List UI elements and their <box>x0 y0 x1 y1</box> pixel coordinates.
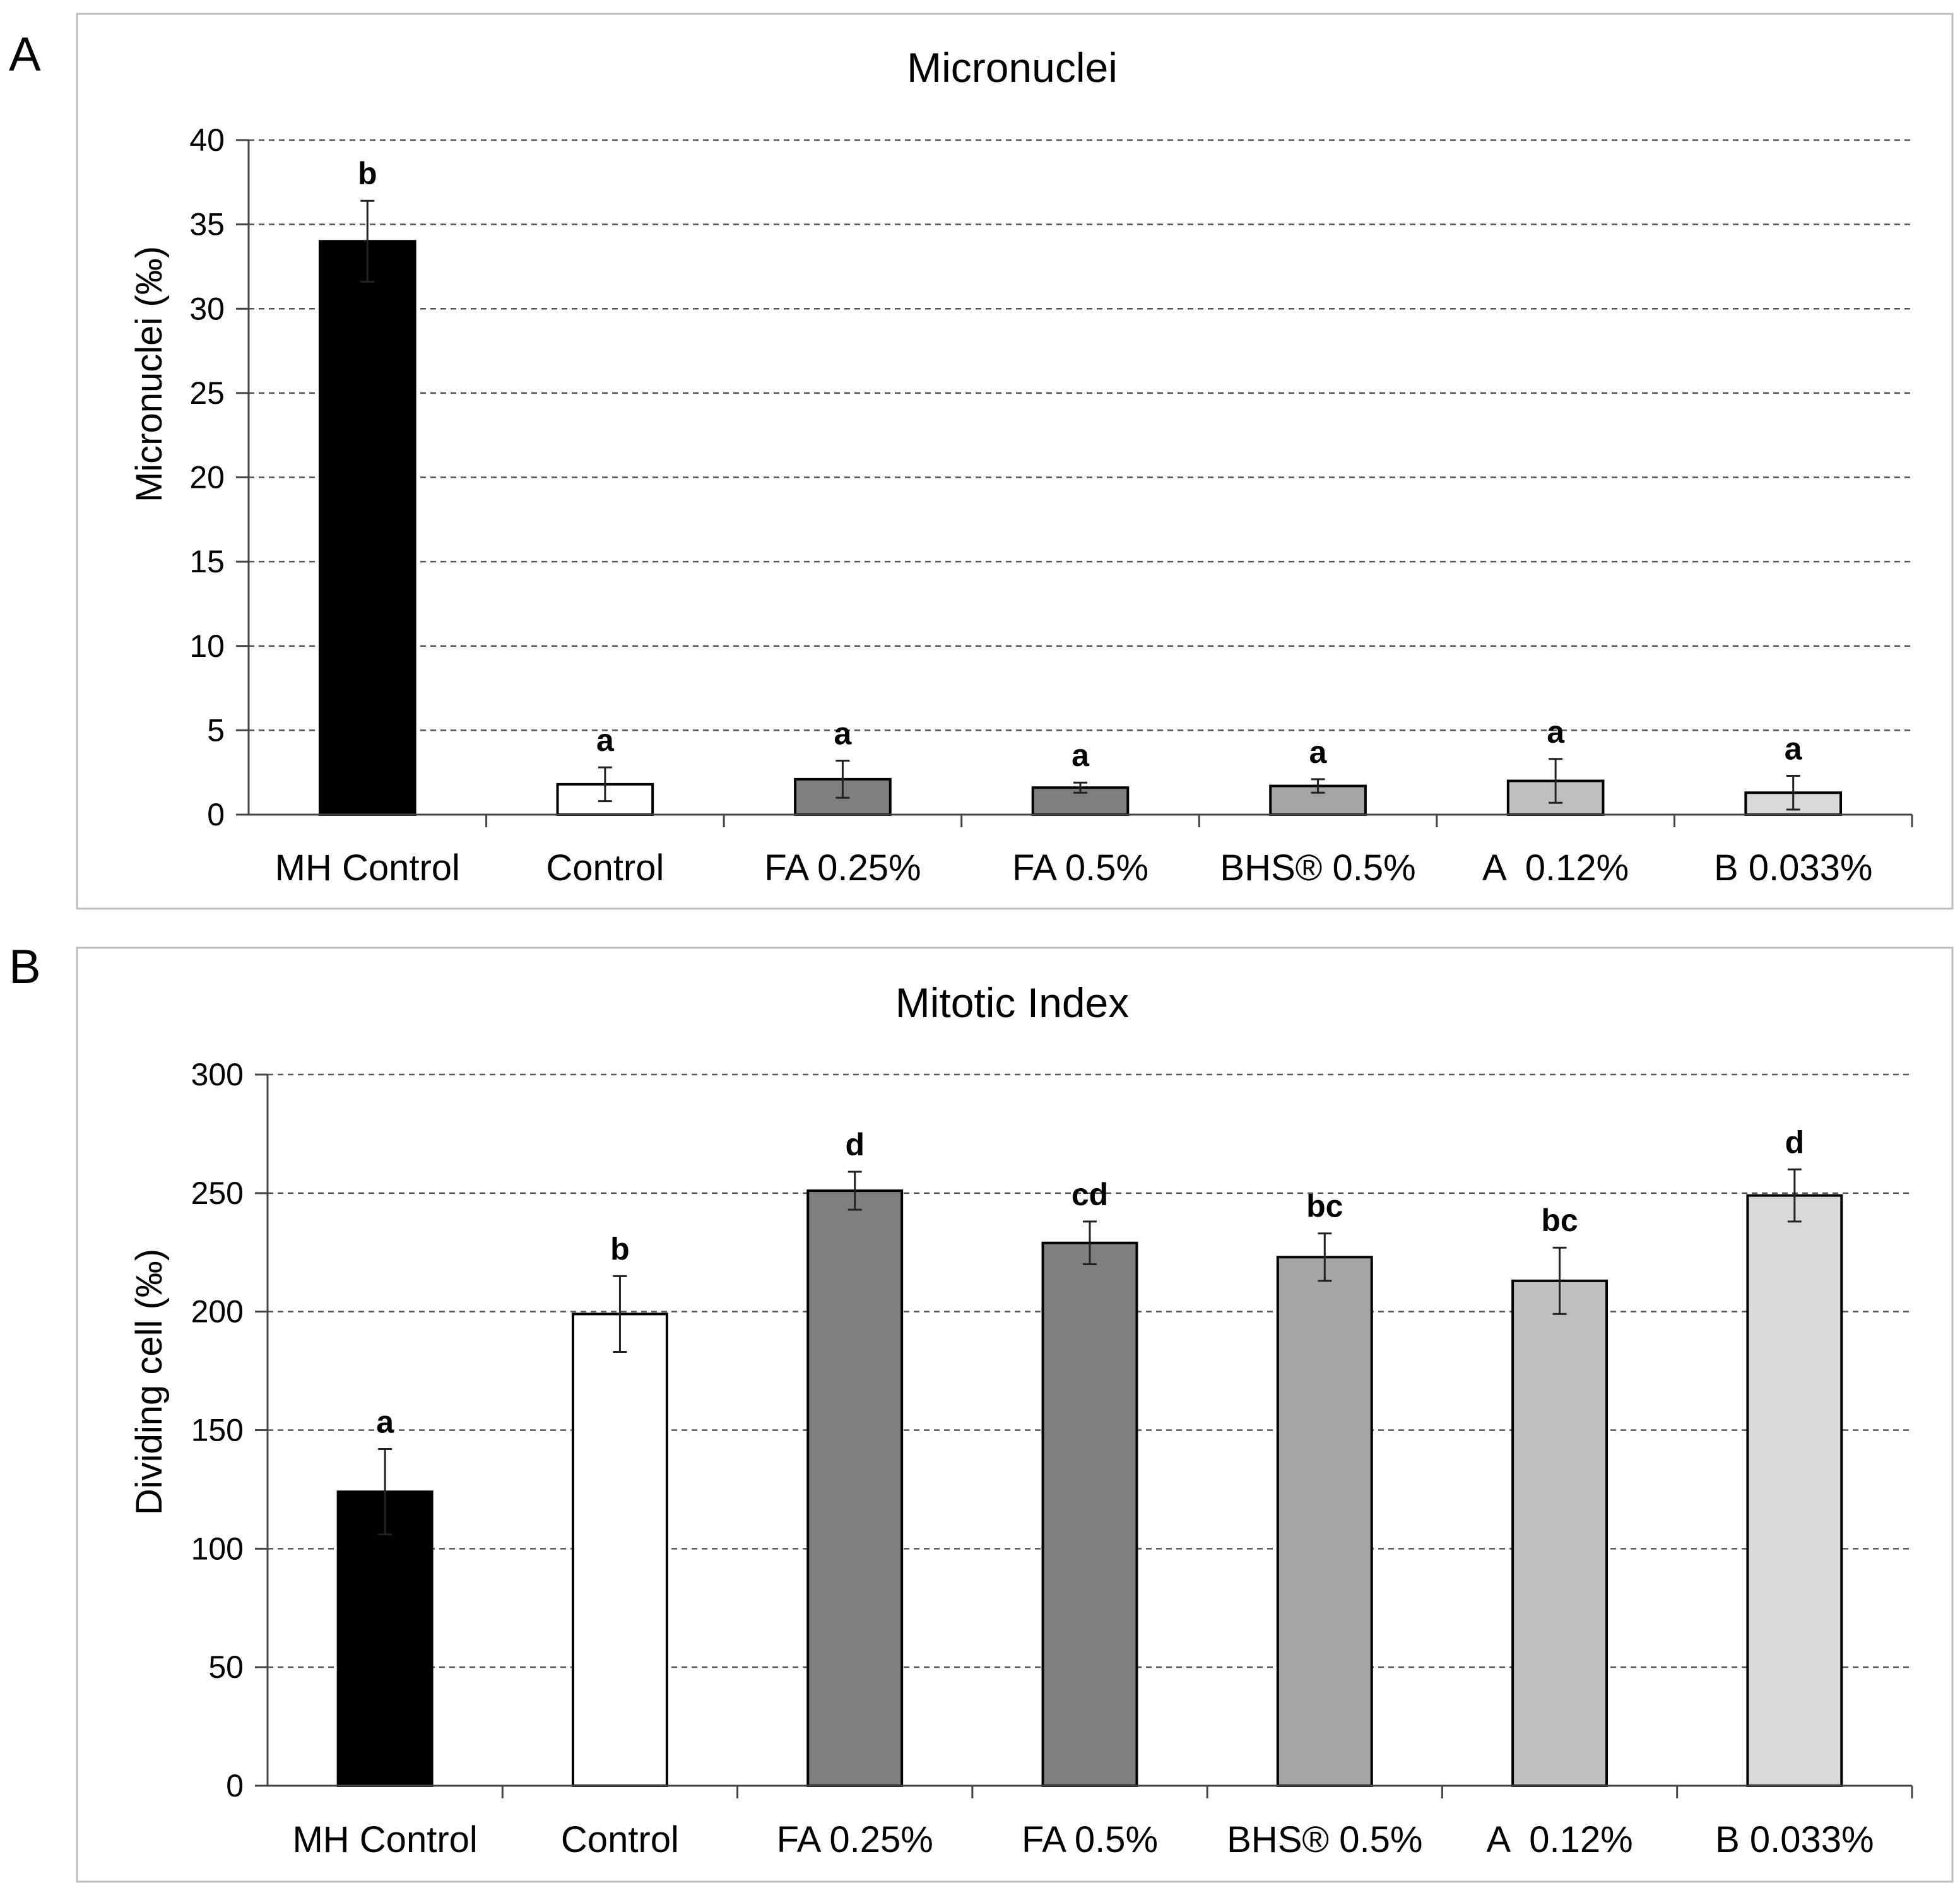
panel-b-significance-label: b <box>610 1231 630 1266</box>
panel-b-bar-mh-control <box>336 1490 434 1787</box>
panel-b-error-bar-a-0-12 <box>1552 1246 1567 1315</box>
panel-a-labels: 0 5 10 15 20 25 30 35 40 b MH Control a Control a FA 0… <box>189 122 1872 888</box>
panel-a-category-label: FA 0.25% <box>764 847 921 888</box>
panel-b-y-tick-label: 300 <box>191 1057 244 1092</box>
panel-b-category-label: FA 0.25% <box>777 1819 933 1860</box>
panel-a-error-bar-mh-control <box>360 199 375 283</box>
panel-b-error-bar-b-0-033 <box>1787 1168 1802 1223</box>
panel-b-category-label: A 0.12% <box>1486 1819 1632 1860</box>
panel-a-category-label: FA 0.5% <box>1012 847 1148 888</box>
panel-b-y-axis-title: Dividing cell (‰) <box>129 1249 170 1515</box>
panel-b-category-label: BHS® 0.5% <box>1227 1819 1422 1860</box>
panel-a-micronuclei: A Micronuclei Micronuclei (‰) 0 5 10 15 20 25… <box>9 13 1954 910</box>
panel-b-significance-label: d <box>845 1127 865 1162</box>
panel-a-significance-label: a <box>834 716 853 751</box>
panel-b-title: Mitotic Index <box>895 979 1129 1026</box>
panel-b-significance-label: bc <box>1306 1189 1343 1224</box>
panel-a-category-label: A 0.12% <box>1482 847 1629 888</box>
panel-b-category-label: FA 0.5% <box>1022 1819 1158 1860</box>
panel-a-letter: A <box>9 28 41 81</box>
panel-a-error-bar-fa-0-25 <box>835 759 850 799</box>
panel-b-category-label: Control <box>561 1819 679 1860</box>
panel-a-axes <box>236 139 1913 827</box>
panel-b-bar-a-0-12 <box>1511 1279 1609 1787</box>
panel-a-category-label: Control <box>546 847 664 888</box>
panel-a-y-tick-label: 5 <box>207 712 225 748</box>
panel-b-significance-label: d <box>1785 1124 1805 1160</box>
panel-b-y-tick-label: 150 <box>191 1413 244 1448</box>
panel-a-significance-label: a <box>1785 731 1803 767</box>
panel-b-significance-label: bc <box>1541 1203 1578 1238</box>
panel-a-significance-label: a <box>1309 734 1328 770</box>
panel-b-error-bar-bhs-0-5 <box>1318 1232 1332 1282</box>
panel-a-significance-label: b <box>358 156 377 191</box>
panel-b-y-tick-label: 0 <box>226 1768 244 1803</box>
panel-a-error-bar-a-0-12 <box>1549 758 1563 804</box>
panel-a-title: Micronuclei <box>907 44 1118 91</box>
panel-a-category-label: BHS® 0.5% <box>1220 847 1415 888</box>
panel-a-y-axis-title: Micronuclei (‰) <box>129 246 170 502</box>
panel-a-y-tick-label: 15 <box>189 544 225 579</box>
panel-b-y-tick-label: 250 <box>191 1176 244 1211</box>
panel-a-category-label: B 0.033% <box>1714 847 1873 888</box>
panel-b-error-bar-fa-0-25 <box>847 1171 862 1211</box>
panel-b-significance-label: cd <box>1072 1177 1108 1212</box>
panel-a-bar-mh-control <box>318 240 416 817</box>
panel-b-bar-control <box>571 1312 668 1787</box>
panel-a-error-bar-b-0-033 <box>1786 775 1800 811</box>
panel-b-error-bar-control <box>613 1275 627 1353</box>
panel-b-y-tick-label: 50 <box>208 1649 244 1685</box>
panel-a-y-tick-label: 30 <box>189 291 225 326</box>
panel-b-mitotic-index: B Mitotic Index Dividing cell (‰) 0 50 100… <box>9 940 1954 1883</box>
panel-a-y-tick-label: 20 <box>189 460 225 495</box>
panel-a-error-bar-bhs-0-5 <box>1311 778 1325 794</box>
panel-b-bar-fa-0-25 <box>806 1189 904 1787</box>
panel-b-bar-fa-0-5 <box>1041 1241 1138 1788</box>
panel-a-significance-label: a <box>1072 738 1090 773</box>
panel-b-category-label: B 0.033% <box>1715 1819 1874 1860</box>
panel-a-y-tick-label: 0 <box>207 797 225 832</box>
panel-a-category-label: MH Control <box>275 847 460 888</box>
panel-a-y-tick-label: 40 <box>189 122 225 158</box>
panel-a-y-tick-label: 10 <box>189 628 225 664</box>
panel-a-error-bar-fa-0-5 <box>1073 781 1087 794</box>
panel-b-significance-label: a <box>376 1405 394 1440</box>
panel-b-labels: 0 50 100 150 200 250 300 a MH Control b Control d FA… <box>191 1057 1874 1860</box>
panel-b-category-label: MH Control <box>292 1819 477 1860</box>
panel-b-letter: B <box>9 940 41 994</box>
panel-a-significance-label: a <box>1547 714 1565 750</box>
panel-a-error-bar-control <box>598 766 612 803</box>
panel-a-gridlines <box>249 139 1912 731</box>
panel-b-axes <box>255 1073 1913 1798</box>
panel-b-bar-b-0-033 <box>1746 1194 1843 1787</box>
panel-b-bar-bhs-0-5 <box>1276 1256 1373 1787</box>
panel-a-y-tick-label: 35 <box>189 207 225 242</box>
panel-a-significance-label: a <box>596 722 615 758</box>
panel-b-y-tick-label: 200 <box>191 1294 244 1330</box>
panel-a-bars <box>318 199 1843 817</box>
panel-b-error-bar-mh-control <box>378 1448 393 1536</box>
panel-a-y-tick-label: 25 <box>189 375 225 411</box>
panel-b-y-tick-label: 100 <box>191 1531 244 1566</box>
panel-b-error-bar-fa-0-5 <box>1083 1220 1097 1266</box>
